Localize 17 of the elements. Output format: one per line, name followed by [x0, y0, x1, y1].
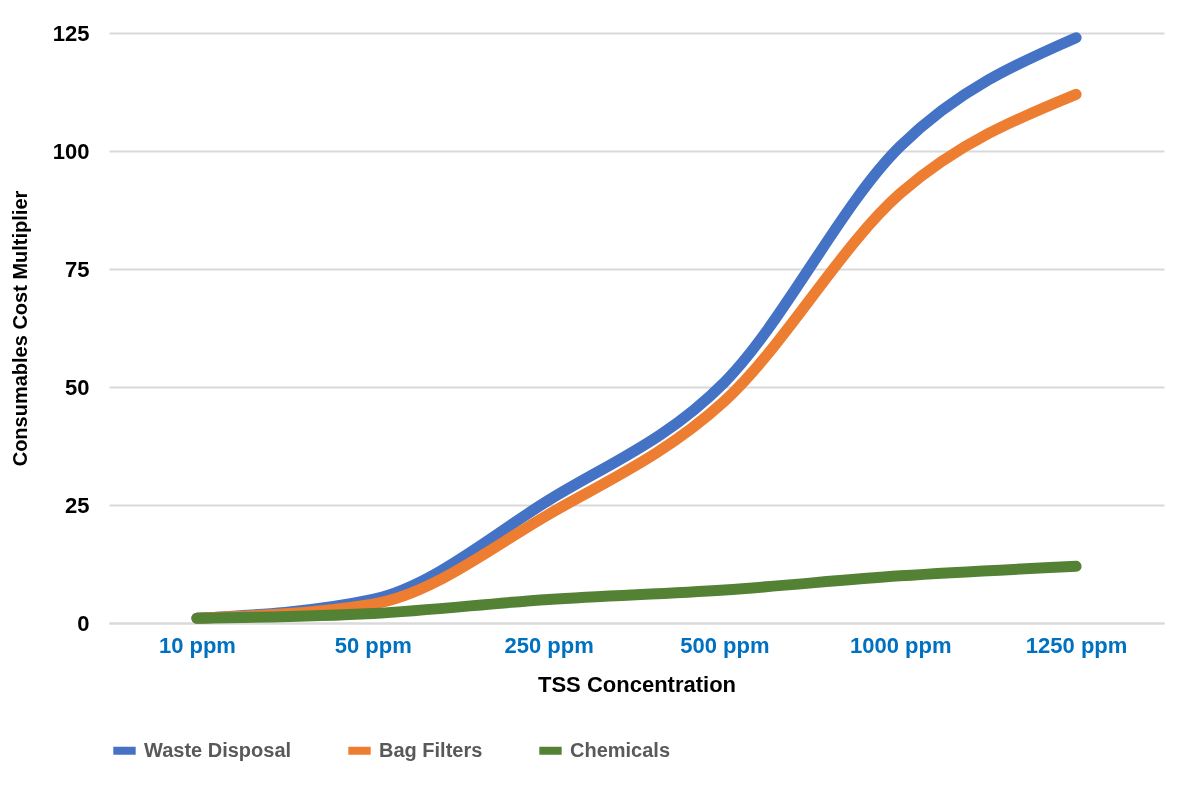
y-tick-label: 25 [65, 492, 90, 518]
legend-label: Chemicals [570, 738, 671, 761]
x-axis-title: TSS Concentration [537, 671, 737, 697]
legend-label: Waste Disposal [144, 738, 292, 761]
y-axis-title: Consumables Cost Multiplier [8, 190, 31, 467]
y-tick-label: 50 [65, 374, 90, 400]
y-tick-label: 0 [77, 610, 90, 636]
x-tick-label: 50 ppm [334, 632, 412, 658]
x-tick-label: 250 ppm [504, 632, 594, 658]
x-tick-label: 10 ppm [158, 632, 236, 658]
y-tick-label: 125 [52, 20, 90, 46]
x-tick-label: 500 ppm [680, 632, 770, 658]
legend-label: Bag Filters [379, 738, 483, 761]
x-tick-label: 1000 ppm [850, 632, 952, 658]
x-tick-label: 1250 ppm [1025, 632, 1128, 658]
y-tick-label: 75 [65, 256, 90, 282]
y-tick-label: 100 [52, 138, 90, 164]
